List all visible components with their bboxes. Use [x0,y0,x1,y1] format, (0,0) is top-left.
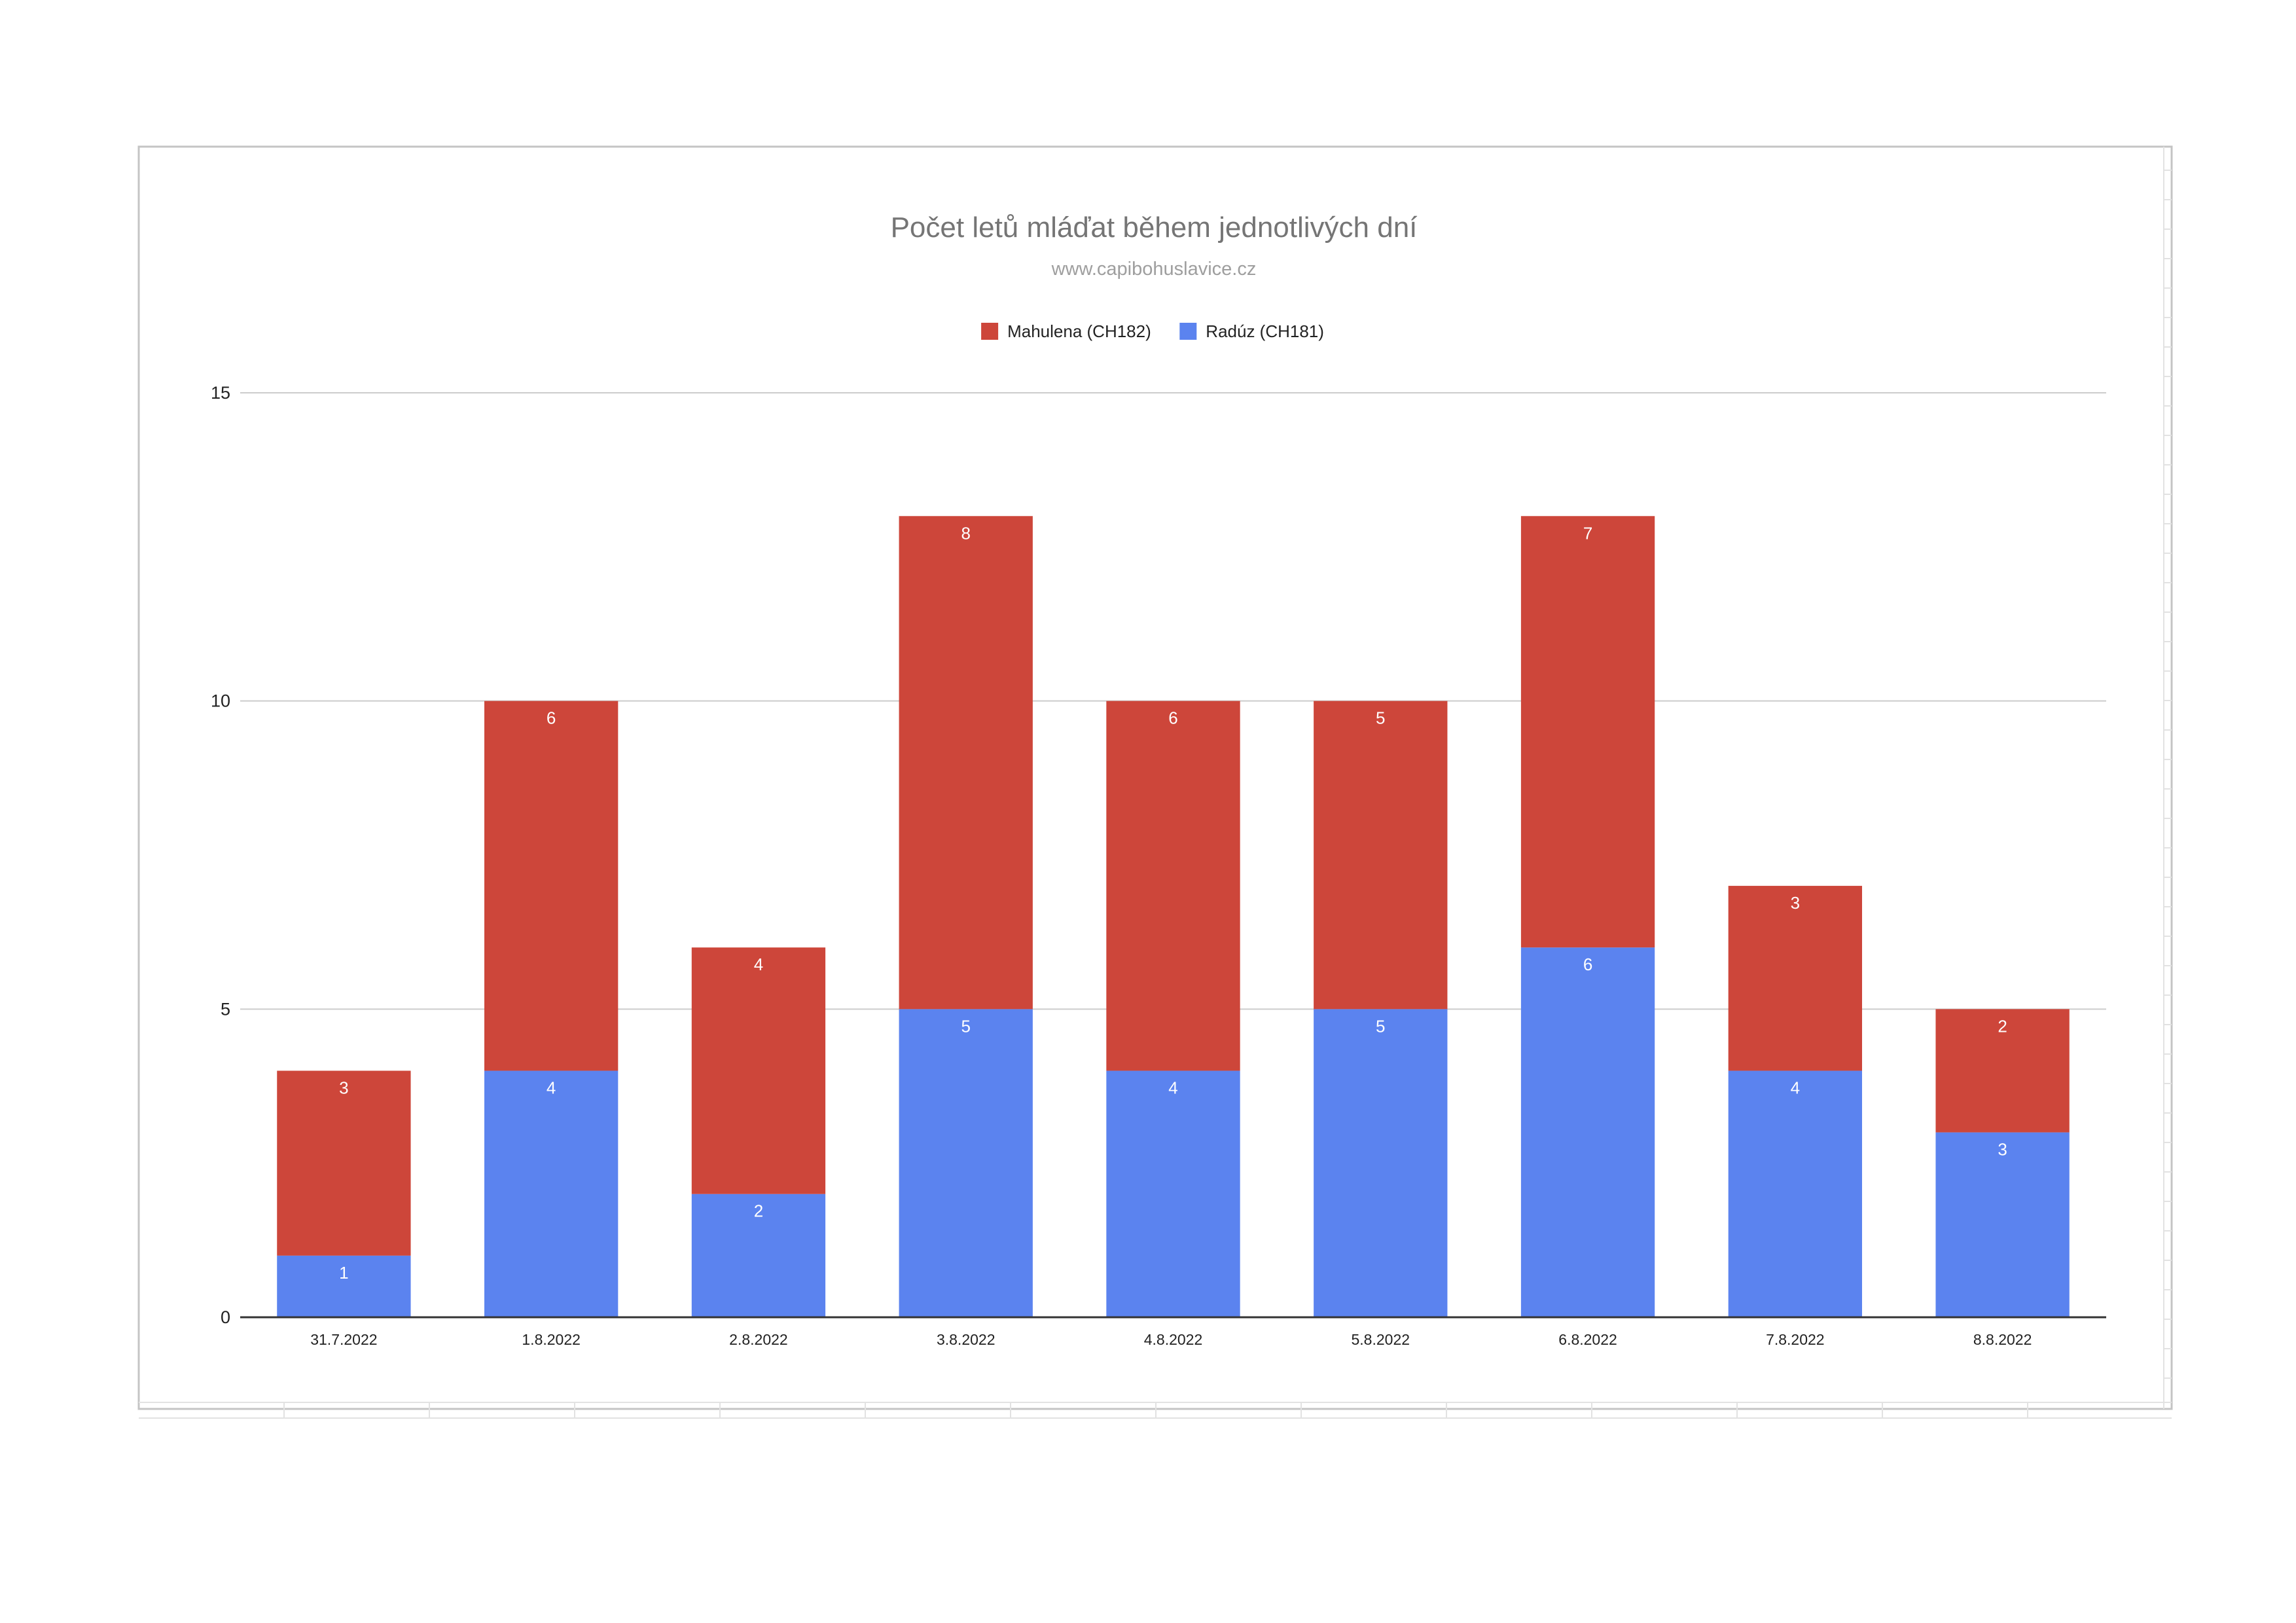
data-label: 6 [1583,955,1592,974]
data-label: 2 [1998,1016,2007,1036]
legend-swatch [981,323,999,340]
bar-segment-raduz [691,1194,826,1317]
x-tick-label: 3.8.2022 [937,1331,996,1348]
x-tick-label: 6.8.2022 [1558,1331,1617,1348]
bar-segment-raduz [1728,1070,1862,1317]
bar-segment-raduz [1935,1132,2070,1317]
x-tick-label: 1.8.2022 [522,1331,581,1348]
sheet-grid-marks [139,170,2172,1419]
bar-segment-raduz [1314,1009,1448,1317]
data-label: 1 [339,1263,348,1283]
data-label: 3 [1791,893,1800,913]
data-labels: 1 3 4 6 2 4 5 8 4 6 5 5 6 7 4 3 3 2 [339,523,2007,1283]
legend: Mahulena (CH182) Radúz (CH181) [981,321,1324,341]
data-label: 8 [961,523,970,543]
data-label: 6 [547,708,556,728]
y-axis-ticks: 0 5 10 15 [211,383,230,1327]
bar-segment-raduz [899,1009,1033,1317]
bars [277,516,2070,1317]
chart-subtitle: www.capibohuslavice.cz [1051,259,1257,280]
x-tick-label: 4.8.2022 [1144,1331,1203,1348]
data-label: 5 [1376,1016,1385,1036]
data-label: 6 [1168,708,1177,728]
data-label: 2 [754,1201,763,1221]
bar-segment-mahulena [1314,701,1448,1010]
data-label: 3 [1998,1140,2007,1159]
bar-segment-raduz [484,1070,619,1317]
bar-segment-raduz [1520,947,1655,1317]
y-tick-label: 15 [211,383,230,403]
bar-segment-raduz [277,1255,411,1317]
bar-segment-mahulena [1728,886,1862,1071]
x-tick-label: 2.8.2022 [729,1331,788,1348]
x-axis-ticks: 31.7.2022 1.8.2022 2.8.2022 3.8.2022 4.8.202… [310,1331,2032,1348]
x-tick-label: 7.8.2022 [1766,1331,1825,1348]
bar-segment-mahulena [691,947,826,1194]
data-label: 3 [339,1078,348,1097]
legend-swatch [1179,323,1197,340]
y-tick-label: 5 [221,999,230,1019]
legend-label: Mahulena (CH182) [1007,321,1151,341]
bar-segment-mahulena [277,1070,411,1256]
data-label: 5 [1376,708,1385,728]
bar-segment-mahulena [1520,516,1655,948]
data-label: 4 [1168,1078,1177,1097]
chart-title: Počet letů mláďat během jednotlivých dní [891,211,1418,244]
data-label: 4 [547,1078,556,1097]
x-tick-label: 5.8.2022 [1352,1331,1410,1348]
bar-segment-mahulena [484,701,619,1071]
y-tick-label: 0 [221,1307,230,1327]
y-tick-label: 10 [211,691,230,711]
x-tick-label: 31.7.2022 [310,1331,377,1348]
bar-segment-mahulena [899,516,1033,1010]
bar-segment-mahulena [1106,701,1240,1071]
data-label: 7 [1583,523,1592,543]
data-label: 4 [754,955,763,974]
x-tick-label: 8.8.2022 [1973,1331,2032,1348]
legend-label: Radúz (CH181) [1206,321,1324,341]
bar-segment-mahulena [1935,1009,2070,1133]
bar-segment-raduz [1106,1070,1240,1317]
data-label: 4 [1791,1078,1800,1097]
data-label: 5 [961,1016,970,1036]
